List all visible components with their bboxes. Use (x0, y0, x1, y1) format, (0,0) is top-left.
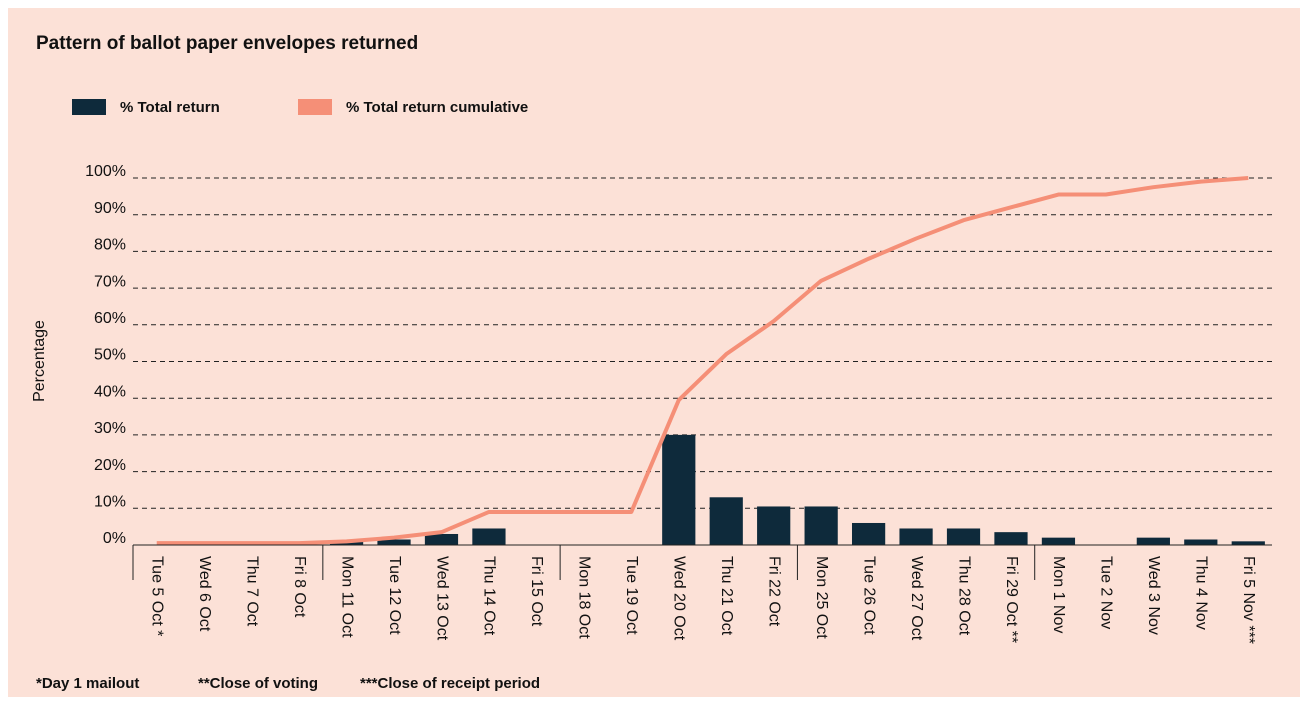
legend-label: % Total return (120, 99, 220, 116)
x-tick-label: Wed 6 Oct (196, 556, 213, 632)
bar (377, 539, 411, 545)
legend-swatch (72, 99, 106, 115)
y-tick-label: 10% (94, 494, 126, 511)
y-tick-label: 50% (94, 347, 126, 364)
bar (851, 522, 886, 545)
bar (757, 506, 791, 545)
bar (1136, 537, 1170, 545)
x-tick-label: Mon 25 Oct (813, 556, 830, 639)
bar (1184, 539, 1218, 545)
x-tick-label: Thu 21 Oct (718, 556, 735, 636)
x-tick-label: Mon 1 Nov (1050, 556, 1067, 633)
footnote: ***Close of receipt period (360, 675, 540, 692)
x-tick-label: Wed 20 Oct (671, 556, 688, 641)
x-tick-label: Mon 11 Oct (338, 556, 355, 638)
y-tick-label: 60% (94, 310, 126, 327)
chart-title: Pattern of ballot paper envelopes return… (36, 33, 418, 54)
line (156, 176, 1249, 546)
x-tick-label: Tue 12 Oct (386, 556, 403, 635)
chart-background (8, 8, 1300, 697)
bar (424, 533, 459, 545)
legend-label: % Total return cumulative (346, 99, 528, 116)
y-tick-label: 0% (103, 530, 126, 547)
bar (804, 506, 838, 545)
y-tick-label: 70% (94, 273, 126, 290)
x-tick-label: Wed 13 Oct (433, 556, 450, 641)
x-tick-label: Mon 18 Oct (576, 556, 593, 639)
bar (709, 497, 743, 545)
bar (662, 434, 696, 545)
x-tick-label: Thu 28 Oct (955, 556, 972, 636)
legend-swatch (298, 99, 332, 115)
bar (946, 528, 981, 545)
x-tick-label: Thu 14 Oct (481, 556, 498, 636)
y-tick-label: 20% (94, 457, 126, 474)
y-axis-label: Percentage (31, 320, 48, 402)
bar (472, 528, 506, 545)
x-tick-label: Fri 8 Oct (291, 556, 308, 618)
x-tick-label: Tue 26 Oct (860, 556, 877, 635)
x-tick-label: Thu 4 Nov (1193, 556, 1210, 630)
y-tick-label: 90% (94, 200, 126, 217)
footnote: *Day 1 mailout (36, 675, 139, 692)
x-tick-label: Wed 27 Oct (908, 556, 925, 641)
bar (899, 528, 933, 545)
bar (1041, 537, 1076, 545)
y-tick-label: 30% (94, 420, 126, 437)
x-tick-label: Fri 5 Nov *** (1240, 556, 1257, 644)
bar (994, 532, 1028, 545)
y-tick-label: 40% (94, 383, 126, 400)
x-tick-label: Tue 2 Nov (1098, 556, 1115, 629)
x-tick-label: Tue 19 Oct (623, 556, 640, 635)
x-tick-label: Fri 15 Oct (528, 556, 545, 627)
x-tick-label: Tue 5 Oct * (148, 556, 165, 636)
x-tick-label: Fri 22 Oct (765, 556, 782, 627)
y-tick-label: 100% (85, 163, 126, 180)
footnote: **Close of voting (198, 675, 318, 692)
x-tick-label: Fri 29 Oct ** (1003, 556, 1020, 643)
y-tick-label: 80% (94, 237, 126, 254)
x-tick-label: Thu 7 Oct (243, 556, 260, 627)
bar (1231, 541, 1265, 545)
x-tick-label: Wed 3 Nov (1145, 556, 1162, 635)
